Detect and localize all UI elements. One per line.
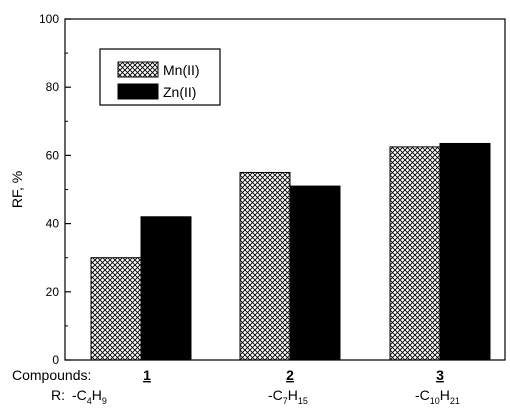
compounds-row-label: Compounds:: [12, 367, 91, 383]
compound-number-2: 2: [286, 367, 294, 383]
bar-mnii-3: [389, 146, 441, 361]
r-row-label: R:: [51, 387, 65, 403]
y-tick-label-40: 40: [46, 217, 60, 231]
y-axis-label: RF, %: [9, 171, 25, 208]
legend-swatch-znii: [117, 83, 159, 100]
y-tick-label-80: 80: [46, 80, 60, 94]
axes-layer: [64, 18, 506, 361]
y-tick-label-0: 0: [52, 353, 59, 367]
legend-swatch-mnii: [117, 61, 159, 78]
substituent-formula-2: -C7H15: [268, 387, 308, 406]
bar-znii-1: [140, 216, 192, 361]
legend-label-znii: Zn(II): [163, 84, 196, 100]
substituent-formula-1: -C4H9: [72, 387, 107, 406]
labels-layer: 0 20 40 60 80 100 RF, % Compounds: R: 1 -C4H9 2 -C7H…: [9, 12, 460, 406]
bars-layer: [90, 142, 491, 361]
y-tick-label-100: 100: [39, 12, 59, 26]
substituent-formula-3: -C10H21: [415, 387, 460, 406]
legend: Mn(II) Zn(II): [99, 48, 221, 106]
bar-znii-2: [289, 185, 341, 361]
compound-number-3: 3: [436, 367, 444, 383]
compound-number-1: 1: [143, 367, 151, 383]
bar-mnii-2: [239, 171, 291, 361]
legend-label-mnii: Mn(II): [163, 62, 200, 78]
bar-mnii-1: [90, 257, 142, 361]
y-tick-label-60: 60: [46, 148, 60, 162]
y-tick-label-20: 20: [46, 285, 60, 299]
bar-znii-3: [439, 142, 491, 361]
